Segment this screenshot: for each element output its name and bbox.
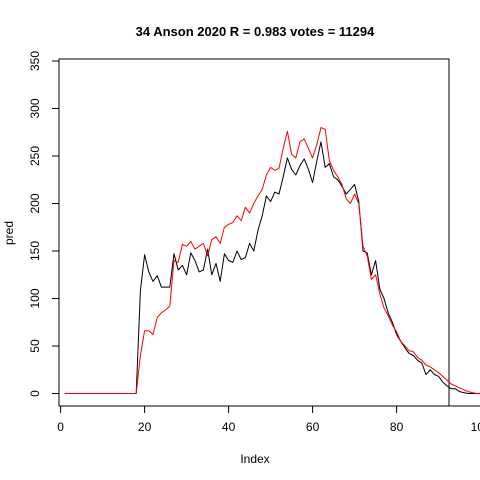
y-tick-label: 350	[28, 51, 42, 71]
y-axis: 0 50 100 150 200 250 300 350	[28, 51, 60, 397]
y-tick-label: 0	[28, 390, 42, 397]
y-tick-label: 50	[28, 339, 42, 353]
y-axis-label: pred	[2, 221, 16, 245]
x-axis: 020406080100120	[57, 405, 480, 434]
y-tick-label: 200	[28, 193, 42, 213]
chart-title: 34 Anson 2020 R = 0.983 votes = 11294	[136, 24, 375, 39]
x-tick-label: 80	[390, 420, 404, 434]
y-tick-label: 250	[28, 146, 42, 166]
x-tick-label: 100	[471, 420, 480, 434]
x-tick-label: 0	[57, 420, 64, 434]
x-tick-label: 40	[222, 420, 236, 434]
x-tick-label: 60	[306, 420, 320, 434]
series-line-2	[64, 127, 480, 394]
x-axis-label: Index	[240, 452, 269, 466]
series-line-1	[64, 141, 480, 394]
y-tick-label: 150	[28, 241, 42, 261]
series-layer	[64, 127, 480, 394]
x-tick-label: 20	[138, 420, 152, 434]
y-tick-label: 100	[28, 288, 42, 308]
y-tick-label: 300	[28, 98, 42, 118]
